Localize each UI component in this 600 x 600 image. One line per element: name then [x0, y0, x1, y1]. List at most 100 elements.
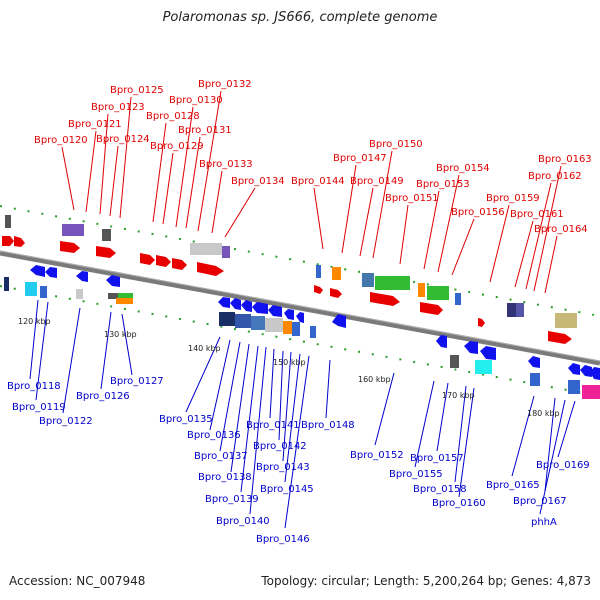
reverse-gene[interactable] — [310, 326, 316, 338]
reverse-gene[interactable] — [582, 385, 600, 399]
forward-gene[interactable] — [156, 255, 171, 267]
reverse-gene[interactable] — [108, 293, 118, 299]
reverse-gene[interactable] — [292, 322, 300, 336]
reverse-gene[interactable] — [251, 316, 265, 330]
gene-label[interactable]: Bpro_0158 — [413, 484, 467, 495]
reverse-gene[interactable] — [580, 365, 592, 377]
gene-label[interactable]: Bpro_0125 — [110, 85, 164, 96]
gene-label[interactable]: Bpro_0121 — [68, 119, 122, 130]
gene-label[interactable]: Bpro_0136 — [187, 430, 241, 441]
forward-gene[interactable] — [370, 292, 400, 306]
gene-label[interactable]: Bpro_0130 — [169, 95, 223, 106]
gene-label[interactable]: Bpro_0119 — [12, 402, 66, 413]
gene-label[interactable]: Bpro_0146 — [256, 534, 310, 545]
forward-gene[interactable] — [507, 303, 516, 317]
gene-label[interactable]: Bpro_0131 — [178, 125, 232, 136]
reverse-gene[interactable] — [568, 380, 580, 394]
reverse-gene[interactable] — [76, 289, 83, 299]
forward-gene[interactable] — [140, 253, 155, 265]
gene-label[interactable]: Bpro_0149 — [350, 176, 404, 187]
gene-label[interactable]: Bpro_0169 — [536, 460, 590, 471]
reverse-gene[interactable] — [568, 363, 580, 375]
gene-label[interactable]: Bpro_0124 — [96, 134, 150, 145]
forward-gene[interactable] — [316, 265, 321, 278]
reverse-gene[interactable] — [475, 360, 492, 374]
gene-label[interactable]: Bpro_0151 — [385, 193, 439, 204]
forward-gene[interactable] — [5, 215, 11, 228]
reverse-gene[interactable] — [480, 346, 496, 360]
forward-gene[interactable] — [478, 318, 485, 327]
gene-label[interactable]: Bpro_0156 — [451, 207, 505, 218]
reverse-gene[interactable] — [30, 265, 45, 277]
gene-label[interactable]: Bpro_0144 — [291, 176, 345, 187]
reverse-gene[interactable] — [332, 314, 346, 328]
gene-label[interactable]: Bpro_0139 — [205, 494, 259, 505]
reverse-gene[interactable] — [230, 298, 241, 310]
forward-gene[interactable] — [555, 313, 577, 328]
gene-label[interactable]: Bpro_0157 — [410, 453, 464, 464]
reverse-gene[interactable] — [235, 314, 251, 328]
reverse-gene[interactable] — [296, 312, 304, 323]
reverse-gene[interactable] — [40, 286, 47, 298]
gene-label[interactable]: Bpro_0126 — [76, 391, 130, 402]
gene-label[interactable]: Bpro_0122 — [39, 416, 93, 427]
gene-label[interactable]: Bpro_0148 — [301, 420, 355, 431]
gene-label[interactable]: Bpro_0163 — [538, 154, 592, 165]
reverse-gene[interactable] — [116, 298, 133, 304]
gene-label[interactable]: Bpro_0133 — [199, 159, 253, 170]
reverse-gene[interactable] — [25, 282, 37, 296]
gene-label[interactable]: Bpro_0165 — [486, 480, 540, 491]
gene-label[interactable]: Bpro_0135 — [159, 414, 213, 425]
forward-gene[interactable] — [427, 286, 449, 300]
forward-gene[interactable] — [330, 288, 342, 298]
forward-gene[interactable] — [222, 246, 230, 258]
gene-label[interactable]: Bpro_0141 — [246, 420, 300, 431]
forward-gene[interactable] — [102, 229, 111, 241]
forward-gene[interactable] — [2, 236, 14, 246]
gene-label[interactable]: Bpro_0145 — [260, 484, 314, 495]
forward-gene[interactable] — [190, 243, 222, 255]
gene-label[interactable]: Bpro_0140 — [216, 516, 270, 527]
reverse-gene[interactable] — [106, 275, 120, 287]
gene-label[interactable]: Bpro_0162 — [528, 171, 582, 182]
reverse-gene[interactable] — [528, 356, 540, 368]
gene-label[interactable]: Bpro_0118 — [7, 381, 61, 392]
gene-label[interactable]: Bpro_0160 — [432, 498, 486, 509]
reverse-gene[interactable] — [464, 341, 478, 354]
reverse-gene[interactable] — [45, 267, 57, 278]
gene-label[interactable]: Bpro_0142 — [253, 441, 307, 452]
gene-label[interactable]: Bpro_0164 — [534, 224, 588, 235]
gene-label[interactable]: Bpro_0152 — [350, 450, 404, 461]
reverse-gene[interactable] — [436, 335, 447, 348]
reverse-gene[interactable] — [265, 318, 283, 332]
gene-label[interactable]: Bpro_0154 — [436, 163, 490, 174]
gene-label[interactable]: Bpro_0138 — [198, 472, 252, 483]
forward-gene[interactable] — [455, 293, 461, 305]
reverse-gene[interactable] — [218, 297, 230, 308]
gene-label[interactable]: Bpro_0137 — [194, 451, 248, 462]
gene-label[interactable]: Bpro_0132 — [198, 79, 252, 90]
forward-gene[interactable] — [197, 262, 224, 276]
reverse-gene[interactable] — [268, 305, 282, 317]
gene-label[interactable]: Bpro_0155 — [389, 469, 443, 480]
gene-label[interactable]: Bpro_0134 — [231, 176, 285, 187]
reverse-gene[interactable] — [284, 309, 294, 320]
gene-label[interactable]: Bpro_0123 — [91, 102, 145, 113]
forward-gene[interactable] — [314, 285, 323, 294]
gene-label[interactable]: Bpro_0161 — [510, 209, 564, 220]
forward-gene[interactable] — [60, 241, 80, 253]
forward-gene[interactable] — [418, 283, 425, 297]
reverse-gene[interactable] — [590, 367, 600, 380]
gene-label[interactable]: Bpro_0147 — [333, 153, 387, 164]
gene-label[interactable]: Bpro_0127 — [110, 376, 164, 387]
gene-label[interactable]: phhA — [531, 517, 557, 528]
forward-gene[interactable] — [362, 273, 374, 287]
forward-gene[interactable] — [420, 302, 443, 315]
reverse-gene[interactable] — [252, 302, 268, 314]
reverse-gene[interactable] — [283, 321, 292, 334]
reverse-gene[interactable] — [76, 271, 88, 282]
gene-label[interactable]: Bpro_0143 — [256, 462, 310, 473]
gene-label[interactable]: Bpro_0150 — [369, 139, 423, 150]
forward-gene[interactable] — [62, 224, 84, 236]
forward-gene[interactable] — [172, 258, 187, 270]
